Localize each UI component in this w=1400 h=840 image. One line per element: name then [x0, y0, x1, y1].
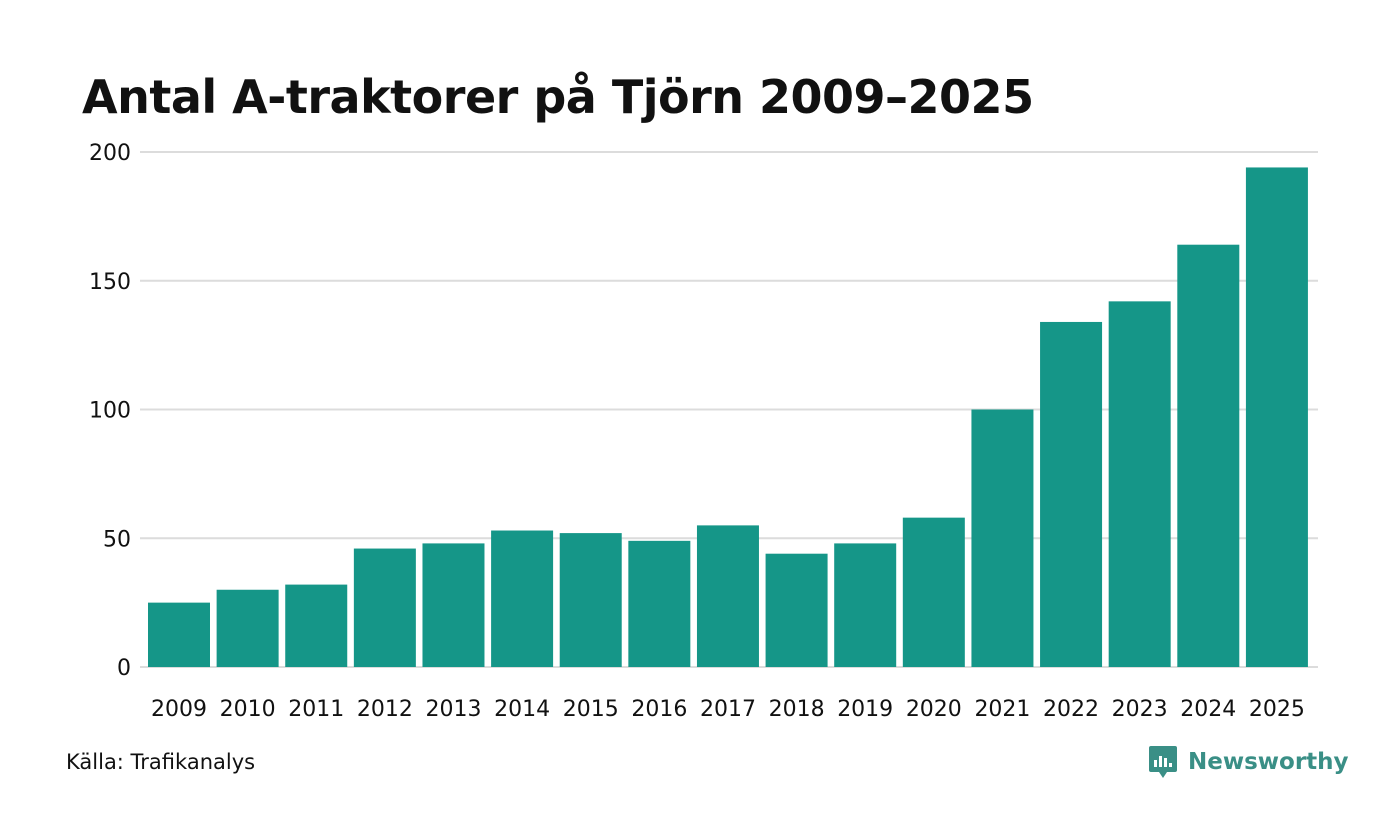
- bar-2024: [1177, 244, 1240, 667]
- x-tick-label: 2019: [837, 697, 893, 722]
- newsworthy-logo-icon: [1149, 746, 1177, 778]
- bar-2014: [491, 530, 554, 667]
- bar-2010: [216, 589, 279, 667]
- x-tick-label: 2025: [1249, 697, 1305, 722]
- bar-2017: [696, 525, 759, 668]
- bar-2022: [1040, 321, 1103, 667]
- bar-2011: [285, 584, 348, 667]
- bar-2023: [1108, 301, 1171, 667]
- x-tick-label: 2010: [220, 697, 276, 722]
- x-tick-label: 2020: [906, 697, 962, 722]
- x-tick-label: 2018: [769, 697, 825, 722]
- bar-2020: [902, 517, 965, 667]
- bar-2025: [1245, 167, 1308, 667]
- x-tick-label: 2024: [1180, 697, 1236, 722]
- bar-2012: [353, 548, 416, 667]
- x-tick-label: 2012: [357, 697, 413, 722]
- brand-name: Newsworthy: [1188, 749, 1349, 775]
- bar-2013: [422, 543, 485, 667]
- x-tick-label: 2023: [1112, 697, 1168, 722]
- bar-2021: [971, 409, 1034, 667]
- y-tick-label: 100: [89, 399, 131, 424]
- y-tick-label: 0: [117, 656, 131, 681]
- bars: [148, 167, 1308, 668]
- x-tick-label: 2015: [563, 697, 619, 722]
- bar-2016: [628, 540, 691, 667]
- x-axis-ticks: 2009 2010 2011 2012 2013 2014 2015 2016 2017 2018…: [151, 697, 1305, 722]
- y-tick-label: 50: [103, 527, 131, 552]
- x-tick-label: 2013: [425, 697, 481, 722]
- x-tick-label: 2014: [494, 697, 550, 722]
- brand-logo: Newsworthy: [1148, 744, 1349, 780]
- bar-2015: [559, 533, 622, 667]
- chart-title: Antal A-traktorer på Tjörn 2009–2025: [82, 70, 1034, 124]
- bar-2018: [765, 553, 828, 667]
- x-tick-label: 2016: [631, 697, 687, 722]
- x-tick-label: 2009: [151, 697, 207, 722]
- y-tick-label: 200: [89, 141, 131, 166]
- x-tick-label: 2017: [700, 697, 756, 722]
- bar-2019: [834, 543, 897, 667]
- source-note: Källa: Trafikanalys: [66, 750, 256, 774]
- y-axis-ticks: 0 50 100 150 200: [89, 141, 131, 681]
- x-tick-label: 2021: [974, 697, 1030, 722]
- bar-2009: [148, 602, 210, 668]
- x-tick-label: 2011: [288, 697, 344, 722]
- x-tick-label: 2022: [1043, 697, 1099, 722]
- y-tick-label: 150: [89, 270, 131, 295]
